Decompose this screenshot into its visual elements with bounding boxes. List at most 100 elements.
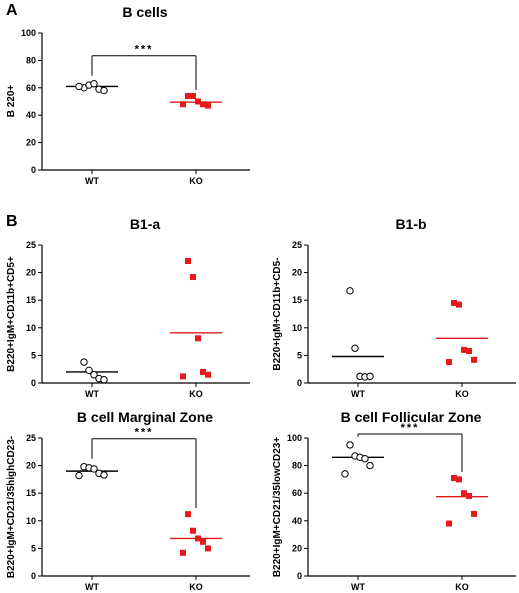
y-tick-label: 20	[292, 268, 302, 278]
data-point-ko	[461, 490, 467, 497]
y-tick-label: 5	[297, 350, 302, 360]
chart-title: B1-a	[130, 216, 161, 232]
data-point-ko	[205, 371, 211, 378]
data-point-wt	[366, 461, 374, 470]
y-tick-label: 10	[26, 516, 36, 526]
data-point-ko	[461, 346, 467, 353]
chart-title: B1-b	[395, 216, 426, 232]
x-category-label: WT	[85, 582, 99, 592]
data-point-ko	[190, 93, 196, 100]
y-axis-label: B220+IgM+CD21/35lowCD23+	[272, 437, 283, 578]
chart-mz: B cell Marginal Zone B220+IgM+CD21/35high…	[6, 409, 250, 592]
y-tick-label: 0	[31, 571, 36, 581]
data-point-ko	[200, 538, 206, 545]
panel-b-label: B	[6, 213, 18, 230]
significance-label: ***	[135, 427, 154, 439]
data-point-ko	[185, 258, 191, 265]
y-axis-label: B220+IgM+CD11b+CD5+	[6, 256, 17, 372]
data-point-ko	[446, 520, 452, 527]
x-category-label: WT	[85, 176, 99, 186]
x-category-label: WT	[351, 582, 365, 592]
y-tick-label: 40	[292, 516, 302, 526]
x-category-label: KO	[189, 389, 203, 399]
y-tick-label: 15	[292, 295, 302, 305]
chart-title: B cells	[122, 4, 167, 20]
y-tick-label: 20	[26, 461, 36, 471]
y-tick-label: 60	[292, 488, 302, 498]
x-category-label: KO	[455, 582, 469, 592]
data-point-ko	[466, 492, 472, 499]
y-tick-label: 80	[26, 55, 36, 65]
data-point-ko	[446, 359, 452, 366]
data-point-ko	[451, 299, 457, 306]
panel-a-label: A	[6, 2, 18, 19]
data-point-ko	[200, 101, 206, 108]
x-category-label: KO	[455, 389, 469, 399]
data-point-ko	[456, 476, 462, 483]
y-tick-label: 60	[26, 83, 36, 93]
data-point-ko	[185, 511, 191, 518]
chart-title: B cell Follicular Zone	[341, 409, 482, 425]
data-point-wt	[100, 375, 108, 384]
data-point-wt	[366, 372, 374, 381]
significance-label: ***	[401, 422, 420, 434]
y-tick-label: 5	[31, 350, 36, 360]
data-point-wt	[75, 471, 83, 480]
data-point-ko	[180, 549, 186, 556]
data-point-wt	[80, 358, 88, 366]
y-tick-label: 20	[26, 268, 36, 278]
data-point-wt	[341, 470, 349, 478]
data-point-wt	[361, 455, 369, 463]
y-tick-label: 20	[26, 138, 36, 148]
data-point-wt	[346, 441, 354, 449]
data-point-ko	[466, 347, 472, 354]
data-point-ko	[195, 98, 201, 105]
y-tick-label: 100	[287, 433, 302, 443]
y-tick-label: 15	[26, 295, 36, 305]
y-tick-label: 0	[297, 571, 302, 581]
data-point-wt	[351, 344, 359, 352]
data-point-wt	[100, 471, 108, 479]
data-point-ko	[200, 368, 206, 375]
data-point-ko	[456, 301, 462, 308]
chart-b1a: B1-a B220+IgM+CD11b+CD5+ 0 5 10 15 20 25 WT KO	[6, 216, 250, 399]
data-point-ko	[471, 356, 477, 363]
data-point-wt	[346, 287, 354, 295]
data-point-ko	[180, 101, 186, 108]
data-point-wt	[85, 366, 93, 375]
y-tick-label: 25	[292, 240, 302, 250]
data-point-ko	[190, 274, 196, 281]
y-tick-label: 10	[26, 323, 36, 333]
y-tick-label: 10	[292, 323, 302, 333]
x-category-label: WT	[85, 389, 99, 399]
y-axis-label: B220+IgM+CD11b+CD5-	[272, 257, 283, 370]
chart-bcells: B cells B 220+ 0 20 40 60 80 100 WT KO ***	[6, 4, 250, 186]
y-tick-label: 40	[26, 110, 36, 120]
y-tick-label: 0	[297, 378, 302, 388]
y-axis-label: B 220+	[6, 85, 17, 118]
data-point-ko	[205, 102, 211, 109]
x-category-label: WT	[351, 389, 365, 399]
data-point-ko	[471, 510, 477, 517]
y-tick-label: 100	[21, 28, 36, 38]
x-category-label: KO	[189, 582, 203, 592]
data-point-wt	[100, 86, 108, 95]
significance-label: ***	[135, 44, 154, 56]
data-point-ko	[195, 335, 201, 342]
data-point-ko	[190, 527, 196, 534]
data-point-ko	[185, 93, 191, 100]
chart-fz: B cell Follicular Zone B220+IgM+CD21/35lo…	[272, 409, 516, 592]
data-point-wt	[90, 465, 98, 473]
data-point-wt	[75, 82, 83, 91]
y-tick-label: 20	[292, 543, 302, 553]
y-tick-label: 80	[292, 461, 302, 471]
chart-b1b: B1-b B220+IgM+CD11b+CD5- 0 5 10 15 20 25 WT KO	[272, 216, 516, 399]
data-point-wt	[90, 371, 98, 379]
y-tick-label: 0	[31, 165, 36, 175]
y-tick-label: 25	[26, 433, 36, 443]
data-point-wt	[90, 79, 98, 88]
y-tick-label: 0	[31, 378, 36, 388]
data-point-ko	[451, 475, 457, 482]
